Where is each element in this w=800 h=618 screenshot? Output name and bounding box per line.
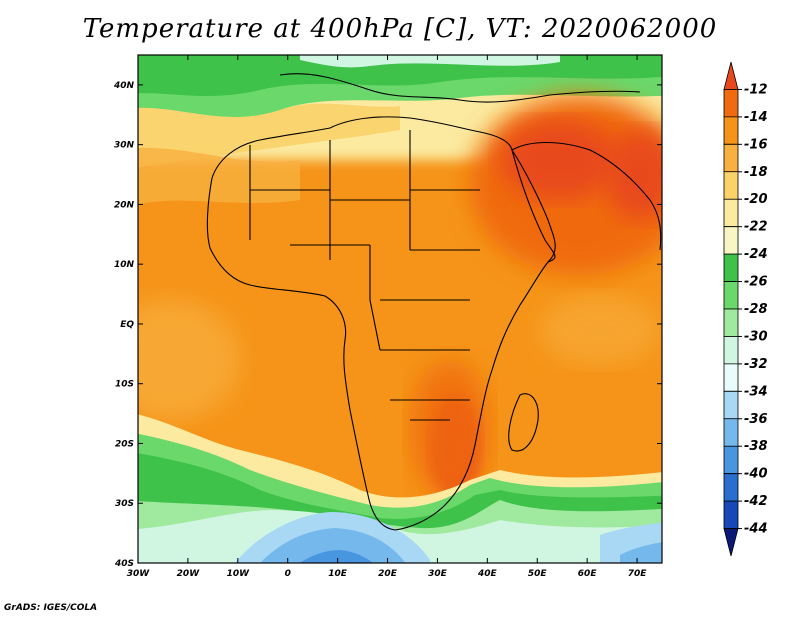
- colorbar-swatch: [723, 89, 739, 118]
- lat-label: 30S: [115, 499, 134, 509]
- colorbar-swatch: [723, 281, 739, 310]
- lon-label: 20W: [177, 569, 201, 579]
- lon-label: 60E: [578, 569, 598, 579]
- colorbar-swatch: [723, 171, 739, 200]
- colorbar-swatch: [723, 143, 739, 173]
- lon-label: 0: [285, 569, 291, 579]
- lon-label: 50E: [528, 569, 548, 579]
- lat-label: EQ: [120, 320, 134, 330]
- lat-label: 30N: [114, 141, 135, 151]
- footer-credit: GrADS: IGES/COLA: [4, 603, 98, 613]
- lat-label: 20N: [114, 200, 135, 210]
- colorbar: -12 -14 -16 -18 -20 -22 -24 -26 -28 -30 -32 -34 -36 -…: [723, 61, 768, 557]
- coastlines: [206, 73, 662, 531]
- latitude-axis: 40N 30N 20N 10N EQ 10S 20S 30S 40S: [113, 81, 662, 569]
- lat-label: 20S: [115, 439, 134, 449]
- colorbar-swatch: [723, 226, 739, 255]
- colorbar-label: -28: [744, 302, 768, 317]
- lat-label: 10S: [115, 380, 134, 390]
- lon-label: 70E: [628, 569, 648, 579]
- colorbar-swatch: [723, 473, 739, 502]
- colorbar-label: -38: [744, 439, 768, 454]
- lon-label: 40E: [477, 569, 498, 579]
- colorbar-label: -34: [744, 384, 768, 399]
- lat-label: 10N: [114, 260, 135, 270]
- temperature-field: [138, 55, 662, 563]
- lat-label: 40N: [113, 81, 135, 91]
- colorbar-swatch: [723, 198, 739, 228]
- colorbar-swatch: [723, 528, 739, 557]
- colorbar-label: -40: [744, 467, 768, 482]
- lat-label: 40S: [114, 559, 134, 569]
- colorbar-swatch: [723, 390, 739, 420]
- colorbar-swatch: [723, 418, 739, 447]
- colorbar-label: -12: [744, 82, 768, 97]
- colorbar-label: -20: [744, 192, 768, 207]
- colorbar-label: -42: [744, 494, 768, 509]
- lon-label: 30E: [428, 569, 448, 579]
- plot-frame: [137, 54, 663, 564]
- lon-label: 10W: [227, 569, 251, 579]
- colorbar-swatch: [723, 308, 739, 337]
- colorbar-swatch: [723, 61, 739, 90]
- lon-label: 30W: [127, 569, 151, 579]
- colorbar-label: -32: [744, 357, 768, 372]
- colorbar-label: -14: [744, 110, 768, 125]
- lon-label: 10E: [328, 569, 348, 579]
- colorbar-label: -22: [744, 220, 768, 235]
- map-title: Temperature at 400hPa [C], VT: 202006200…: [82, 14, 718, 44]
- colorbar-swatch: [723, 500, 739, 529]
- colorbar-swatch: [723, 336, 739, 365]
- colorbar-label: -30: [744, 329, 768, 344]
- colorbar-label: -36: [744, 412, 768, 427]
- lon-label: 20E: [378, 569, 398, 579]
- colorbar-swatch: [723, 363, 739, 392]
- colorbar-label: -18: [744, 165, 768, 180]
- colorbar-label: -26: [744, 275, 768, 290]
- longitude-axis: 30W 20W 10W 0 10E 20E 30E 40E 50E 60E 70E: [127, 55, 647, 579]
- colorbar-swatch: [723, 116, 739, 145]
- colorbar-label: -16: [744, 137, 768, 152]
- colorbar-label: -24: [744, 247, 768, 262]
- colorbar-label: -44: [744, 522, 768, 537]
- colorbar-swatch: [723, 445, 739, 475]
- colorbar-swatch: [723, 253, 739, 282]
